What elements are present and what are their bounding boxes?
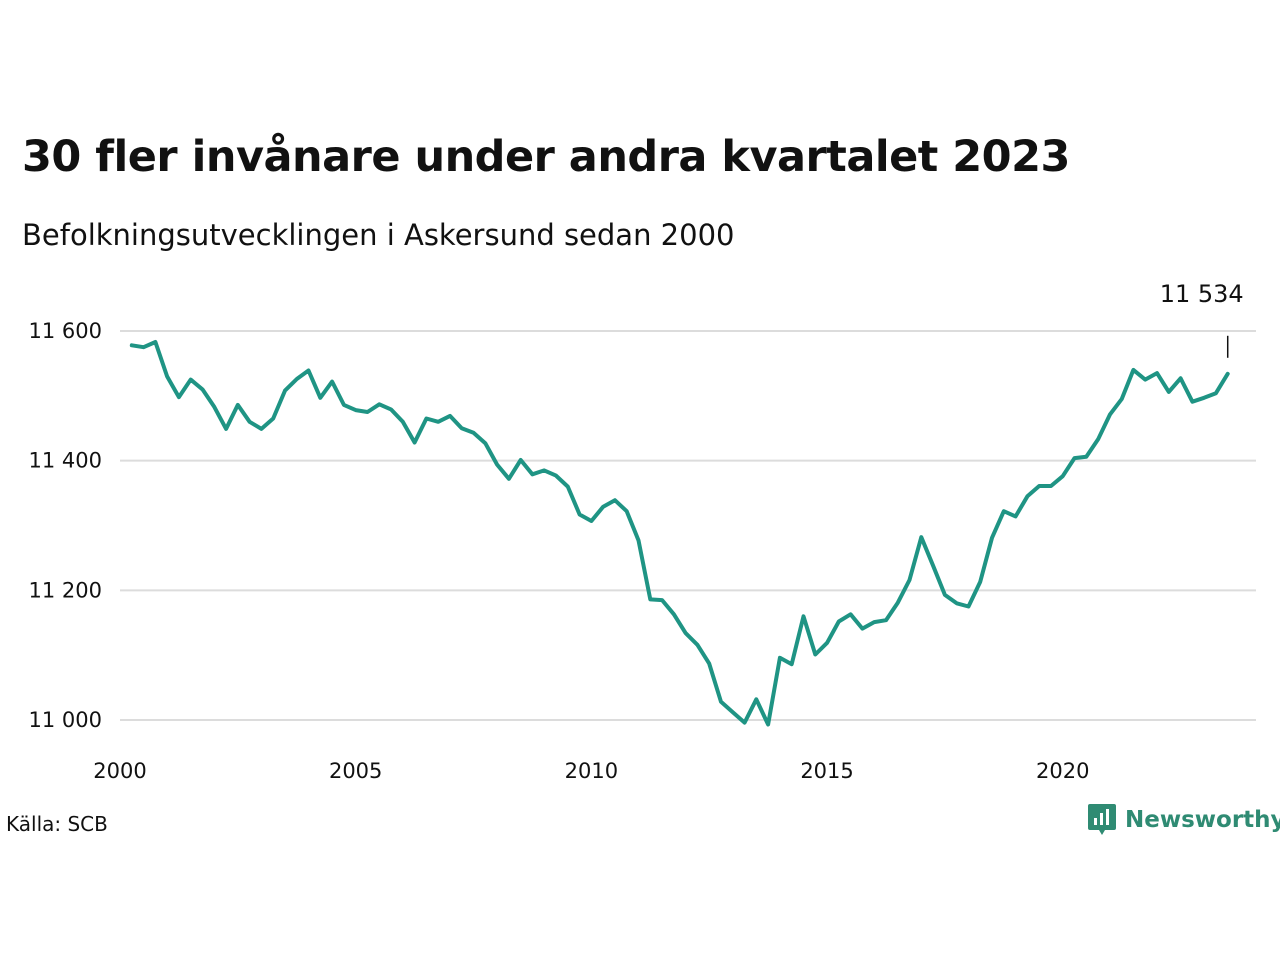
x-tick-label: 2005 <box>329 759 382 783</box>
x-tick-label: 2015 <box>800 759 853 783</box>
last-value-label: 11 534 <box>1160 280 1244 308</box>
last-value-annotation: 11 534 <box>1160 280 1244 358</box>
line-chart: 11 000 11 200 11 400 11 600 2000 2005 2010 201… <box>29 280 1256 783</box>
x-tick-label: 2000 <box>93 759 146 783</box>
source-label: Källa: SCB <box>6 812 108 836</box>
y-tick-label: 11 600 <box>29 319 102 343</box>
series-group <box>129 340 1230 727</box>
y-tick-label: 11 200 <box>29 578 102 602</box>
brand-name: Newsworthy <box>1125 807 1280 833</box>
chart-subtitle: Befolkningsutvecklingen i Askersund seda… <box>22 218 735 252</box>
y-tick-label: 11 400 <box>29 449 102 473</box>
x-tick-label: 2020 <box>1036 759 1089 783</box>
x-tick-label: 2010 <box>565 759 618 783</box>
bar-chart-badge-icon <box>1088 804 1116 835</box>
gridlines <box>120 330 1256 721</box>
y-tick-label: 11 000 <box>29 708 102 732</box>
x-axis-tick-labels: 2000 2005 2010 2015 2020 <box>93 759 1089 783</box>
brand-logo: Newsworthy <box>1087 802 1280 838</box>
y-axis-tick-labels: 11 000 11 200 11 400 11 600 <box>29 319 102 732</box>
series-line <box>129 340 1230 727</box>
chart-title: 30 fler invånare under andra kvartalet 2… <box>22 132 1070 182</box>
